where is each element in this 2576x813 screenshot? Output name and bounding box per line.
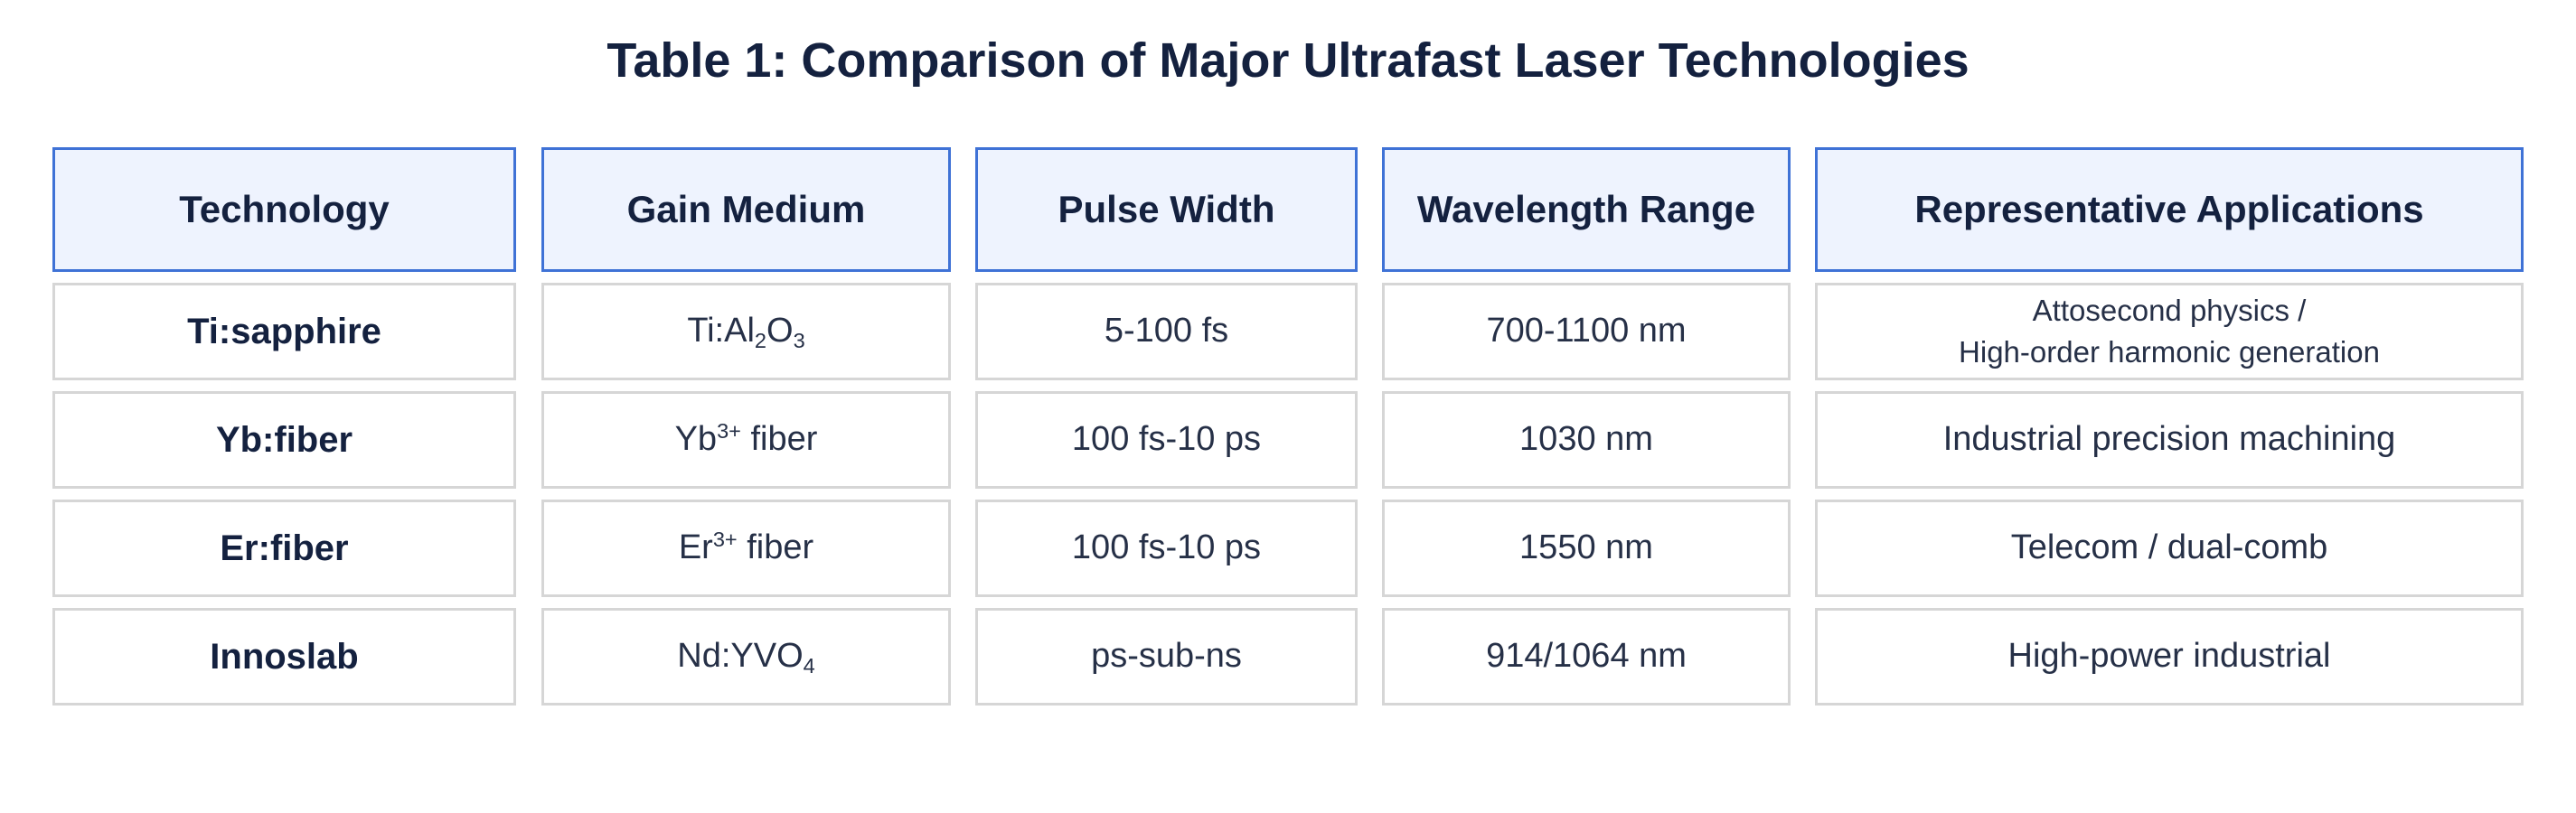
pulse-width-cell: 5-100 fs bbox=[975, 283, 1358, 380]
column-header-gain-medium: Gain Medium bbox=[541, 147, 951, 272]
gain-medium-text: Ti:Al2O3 bbox=[687, 309, 804, 353]
formula-text: fiber bbox=[737, 528, 814, 567]
gain-medium-cell: Yb3+ fiber bbox=[541, 391, 951, 489]
technology-cell: Ti:sapphire bbox=[52, 283, 516, 380]
wavelength-cell: 1550 nm bbox=[1382, 500, 1791, 597]
gain-medium-cell: Er3+ fiber bbox=[541, 500, 951, 597]
pulse-width-cell: ps-sub-ns bbox=[975, 608, 1358, 706]
formula-text: fiber bbox=[740, 420, 818, 459]
technology-cell: Innoslab bbox=[52, 608, 516, 706]
pulse-width-cell: 100 fs-10 ps bbox=[975, 500, 1358, 597]
technology-cell: Er:fiber bbox=[52, 500, 516, 597]
formula-text: O bbox=[766, 312, 794, 350]
gain-medium-cell: Ti:Al2O3 bbox=[541, 283, 951, 380]
formula-text: Ti:Al bbox=[687, 312, 755, 350]
column-header-applications: Representative Applications bbox=[1815, 147, 2524, 272]
applications-cell: Telecom / dual-comb bbox=[1815, 500, 2524, 597]
formula-text: Nd:YVO bbox=[677, 637, 804, 676]
column-header-wavelength-range: Wavelength Range bbox=[1382, 147, 1791, 272]
gain-medium-text: Er3+ fiber bbox=[679, 526, 813, 570]
superscript: 3+ bbox=[717, 419, 741, 444]
applications-cell: High-power industrial bbox=[1815, 608, 2524, 706]
subscript: 2 bbox=[754, 329, 767, 353]
subscript: 3 bbox=[793, 329, 805, 353]
gain-medium-text: Nd:YVO4 bbox=[677, 634, 815, 678]
column-header-technology: Technology bbox=[52, 147, 516, 272]
wavelength-cell: 700-1100 nm bbox=[1382, 283, 1791, 380]
gain-medium-cell: Nd:YVO4 bbox=[541, 608, 951, 706]
applications-cell: Industrial precision machining bbox=[1815, 391, 2524, 489]
applications-cell: Attosecond physics / High-order harmonic… bbox=[1815, 283, 2524, 380]
column-header-pulse-width: Pulse Width bbox=[975, 147, 1358, 272]
pulse-width-cell: 100 fs-10 ps bbox=[975, 391, 1358, 489]
subscript: 4 bbox=[803, 654, 815, 678]
gain-medium-text: Yb3+ fiber bbox=[675, 417, 818, 462]
technology-cell: Yb:fiber bbox=[52, 391, 516, 489]
superscript: 3+ bbox=[712, 528, 738, 552]
wavelength-cell: 1030 nm bbox=[1382, 391, 1791, 489]
table-title: Table 1: Comparison of Major Ultrafast L… bbox=[606, 33, 1970, 88]
formula-text: Yb bbox=[674, 420, 718, 459]
applications-line: High-order harmonic generation bbox=[1959, 335, 2380, 369]
formula-text: Er bbox=[678, 528, 713, 567]
applications-line: Attosecond physics / bbox=[2032, 294, 2307, 328]
wavelength-cell: 914/1064 nm bbox=[1382, 608, 1791, 706]
